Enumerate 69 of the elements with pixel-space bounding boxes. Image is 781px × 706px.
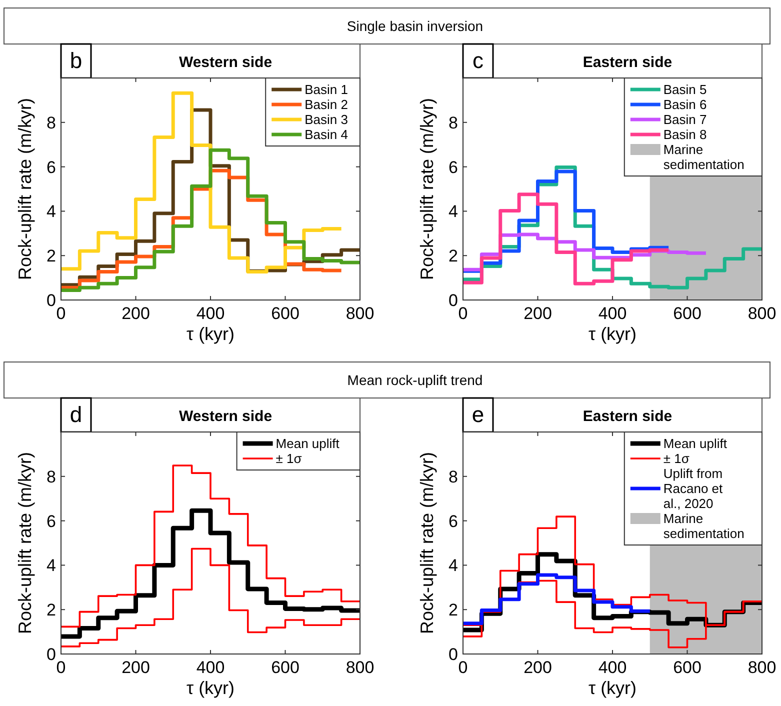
chart-title: Western side: [178, 408, 272, 425]
text: b: [70, 48, 82, 73]
y-tick-label: 2: [46, 246, 56, 266]
y-tick-label: 6: [46, 158, 56, 177]
x-axis-title: τ (kyr): [186, 678, 235, 698]
y-tick-label: 2: [46, 600, 56, 620]
legend-label: Basin 8: [663, 127, 707, 142]
x-tick-label: 600: [271, 658, 300, 677]
x-tick-label: 400: [196, 658, 225, 677]
y-tick-label: 2: [448, 246, 458, 266]
y-tick-label: 6: [448, 512, 458, 531]
x-tick-label: 400: [598, 658, 627, 677]
legend-label: Basin 4: [304, 127, 348, 142]
text: Single basin inversion: [346, 18, 484, 34]
chart-title: Eastern side: [582, 54, 672, 71]
y-tick-label: 0: [448, 645, 458, 664]
x-tick-label: 200: [122, 304, 150, 323]
y-tick-label: 4: [448, 556, 458, 576]
legend-label: Basin 6: [663, 97, 707, 112]
chart-title: Eastern side: [582, 408, 672, 425]
text: Mean rock-uplift trend: [347, 372, 483, 388]
y-axis-title: Rock-uplift rate (m/kyr): [15, 452, 35, 634]
legend-label: Basin 5: [663, 82, 707, 97]
x-tick-label: 200: [524, 658, 552, 677]
x-axis-title: τ (kyr): [588, 678, 637, 698]
y-tick-label: 6: [46, 512, 56, 531]
x-tick-label: 600: [673, 658, 702, 677]
legend-label: Basin 7: [663, 112, 707, 127]
y-tick-label: 8: [448, 113, 458, 132]
y-tick-label: 6: [448, 158, 458, 177]
y-tick-label: 4: [46, 202, 56, 222]
x-tick-label: 800: [748, 304, 776, 323]
y-tick-label: 4: [46, 556, 56, 576]
x-tick-label: 200: [524, 304, 552, 323]
x-axis-title: τ (kyr): [588, 324, 637, 344]
y-tick-label: 0: [448, 291, 458, 310]
y-axis-title: Rock-uplift rate (m/kyr): [417, 452, 437, 634]
band-label: Marine sedimentation: [663, 511, 744, 541]
text: c: [472, 48, 484, 73]
legend-label: ± 1σ: [663, 451, 690, 466]
x-tick-label: 800: [346, 658, 374, 677]
x-tick-label: 400: [598, 304, 627, 323]
x-tick-label: 800: [346, 304, 374, 323]
legend-label: Basin 3: [304, 112, 348, 127]
legend-label: ± 1σ: [276, 451, 302, 466]
text: d: [70, 402, 82, 427]
y-axis-title: Rock-uplift rate (m/kyr): [417, 98, 437, 280]
y-tick-label: 8: [46, 467, 56, 486]
x-tick-label: 600: [271, 304, 300, 323]
x-tick-label: 800: [748, 658, 776, 677]
chart-title: Western side: [178, 54, 272, 71]
band-label: Marine sedimentation: [663, 142, 744, 172]
x-axis-title: τ (kyr): [186, 324, 235, 344]
legend-label: Mean uplift: [276, 436, 340, 451]
y-tick-label: 2: [448, 600, 458, 620]
text: e: [472, 402, 484, 427]
x-tick-label: 600: [673, 304, 702, 323]
y-tick-label: 8: [46, 113, 56, 132]
legend-label: Basin 2: [304, 97, 348, 112]
y-axis-title: Rock-uplift rate (m/kyr): [15, 98, 35, 280]
y-tick-label: 8: [448, 467, 458, 486]
y-tick-label: 0: [46, 291, 56, 310]
legend-label: Uplift from Racano et al., 2020: [663, 466, 724, 511]
y-tick-label: 0: [46, 645, 56, 664]
x-tick-label: 200: [122, 658, 150, 677]
legend-label: Basin 1: [304, 82, 348, 97]
y-tick-label: 4: [448, 202, 458, 222]
x-tick-label: 400: [196, 304, 225, 323]
legend-label: Mean uplift: [663, 436, 728, 451]
